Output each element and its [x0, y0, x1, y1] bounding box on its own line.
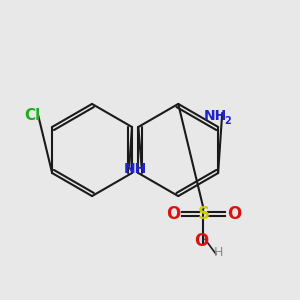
Text: NH: NH [204, 109, 227, 123]
Text: O: O [166, 205, 180, 223]
Text: S: S [197, 205, 209, 223]
Text: NH: NH [124, 162, 147, 176]
Text: O: O [194, 232, 208, 250]
Text: Cl: Cl [25, 108, 41, 123]
Text: O: O [227, 205, 241, 223]
Text: H: H [214, 246, 223, 259]
Text: 2: 2 [224, 116, 231, 126]
